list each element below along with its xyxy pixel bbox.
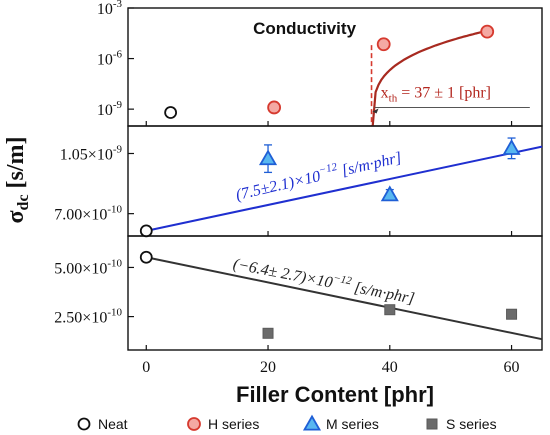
fit-line xyxy=(146,145,543,232)
data-point xyxy=(384,304,396,316)
data-point xyxy=(376,37,391,52)
panel-bottom: (−6.4± 2.7)×10−12 [s/m·phr] xyxy=(127,235,543,351)
legend-marker xyxy=(187,417,201,431)
panel-title: Conductivity xyxy=(253,19,356,38)
y-axis-label: σdc [s/m] xyxy=(3,136,32,223)
legend-label: M series xyxy=(326,416,379,432)
y-tick-label: 1.05×10-9 xyxy=(60,144,123,164)
x-tick-label: 20 xyxy=(260,359,276,376)
legend-marker xyxy=(302,414,322,431)
fit-line xyxy=(146,256,543,341)
data-point xyxy=(506,308,518,320)
panel-frame xyxy=(127,235,543,351)
data-point xyxy=(380,185,399,202)
x-tick-label: 0 xyxy=(142,359,150,376)
data-point xyxy=(502,139,521,155)
x-axis-label: Filler Content [phr] xyxy=(236,382,434,407)
legend-label: H series xyxy=(208,416,259,432)
threshold-arrowhead xyxy=(372,108,379,114)
legend-label: S series xyxy=(446,416,497,432)
panel-frame xyxy=(127,125,543,237)
y-tick-label: 10-6 xyxy=(97,49,123,69)
panel-middle: (7.5±2.1)×10−12 [s/m·phr] xyxy=(127,125,543,237)
data-point xyxy=(480,24,495,39)
slope-annotation: (7.5±2.1)×10−12 [s/m·phr] xyxy=(234,146,404,204)
y-tick-label: 10-3 xyxy=(97,0,123,18)
y-tick-label: 2.50×10-10 xyxy=(54,307,122,327)
data-point xyxy=(258,149,278,166)
legend-marker xyxy=(426,418,438,430)
legend-label: Neat xyxy=(98,416,128,432)
fit-curve xyxy=(371,29,488,127)
data-point xyxy=(267,100,282,115)
y-tick-label: 10-9 xyxy=(97,99,123,119)
data-point xyxy=(139,250,153,264)
threshold-label: xth = 37 ± 1 [phr] xyxy=(381,84,491,104)
data-point xyxy=(262,327,274,339)
x-tick-label: 40 xyxy=(382,359,398,376)
y-tick-label: 5.00×10-10 xyxy=(54,257,122,277)
data-point xyxy=(139,224,153,238)
data-point xyxy=(164,106,178,119)
legend-marker xyxy=(77,417,91,431)
y-tick-label: 7.00×10-10 xyxy=(54,204,122,224)
x-tick-label: 60 xyxy=(504,359,520,376)
